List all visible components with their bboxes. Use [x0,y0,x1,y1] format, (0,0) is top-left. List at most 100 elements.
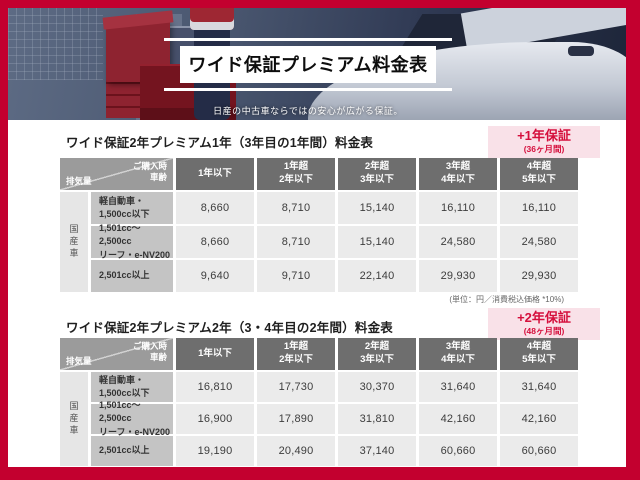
row-label-large: 2,501cc以上 [91,436,173,466]
garage-photo: ワイド保証プレミアム料金表 日産の中古車ならではの安心が広がる保証。 [8,8,626,120]
row-label-line: 2,501cc以上 [99,445,150,456]
price-cell: 16,110 [500,192,578,224]
col-header-2to3yr: 2年超 3年以下 [338,158,416,190]
price-cell: 8,660 [176,226,254,258]
col-header-1to2yr: 1年超 2年以下 [257,338,335,370]
col-header-line: 3年以下 [360,354,394,365]
price-cell: 24,580 [500,226,578,258]
corner-displacement-label: 排気量 [66,356,92,366]
col-header-line: 4年超 [526,341,552,353]
price-cell: 8,660 [176,192,254,224]
col-header-line: 1年以下 [198,347,232,359]
price-cell: 30,370 [338,372,416,402]
col-header-line: 4年以下 [441,354,475,365]
page-title: ワイド保証プレミアム料金表 [188,55,428,75]
row-label-kei: 軽自動車・ 1,500cc以下 [91,192,173,224]
price-cell: 15,140 [338,226,416,258]
price-cell: 42,160 [419,404,497,434]
col-header-3to4yr: 3年超 4年以下 [419,158,497,190]
price-table-1: ご購入時 車齢 排気量 1年以下 1年超 2年以下 2年超 3年以下 3年超 4… [60,158,578,292]
corner-purchase-line2: 車齢 [149,172,167,183]
plus-2year-warranty-badge: +2年保証 (48ヶ月間) [488,308,600,340]
badge-sub-text: (48ヶ月間) [523,326,565,337]
price-cell: 9,710 [257,260,335,292]
price-table-2: ご購入時 車齢 排気量 1年以下 1年超 2年以下 2年超 3年以下 3年超 4… [60,338,578,466]
row-label-large: 2,501cc以上 [91,260,173,292]
price-cell: 19,190 [176,436,254,466]
price-cell: 15,140 [338,192,416,224]
content-area: ワイド保証プレミアム料金表 日産の中古車ならではの安心が広がる保証。 ワイド保証… [8,8,626,467]
price-cell: 24,580 [419,226,497,258]
table2-corner-cell: ご購入時 車齢 排気量 [60,338,173,370]
row-label-line: 2,501cc以上 [99,270,150,281]
price-cell: 16,810 [176,372,254,402]
col-header-line: 3年超 [445,341,471,353]
mechanic-jacket-shape [190,8,234,30]
price-cell: 31,640 [419,372,497,402]
row-label-line: リーフ・e-NV200 [99,426,170,437]
row-label-mid: 1,501cc〜2,500cc リーフ・e-NV200 [91,223,173,260]
table1-corner-cell: ご購入時 車齢 排気量 [60,158,173,190]
price-cell: 8,710 [257,226,335,258]
col-header-line: 3年以下 [360,174,394,185]
banner-subtitle: 日産の中古車ならではの安心が広がる保証。 [213,106,403,116]
table1-title: ワイド保証2年プレミアム1年（3年目の1年間）料金表 [66,136,374,150]
col-header-line: 4年以下 [441,174,475,185]
row-label-kei: 軽自動車・ 1,500cc以下 [91,372,173,402]
price-cell: 29,930 [500,260,578,292]
price-cell: 20,490 [257,436,335,466]
price-cell: 17,890 [257,404,335,434]
plus-1year-warranty-badge: +1年保証 (36ヶ月間) [488,126,600,158]
corner-purchase-line1: ご購入時 [132,161,167,171]
domestic-car-group-label: 国産車 [60,372,88,466]
price-cell: 31,810 [338,404,416,434]
col-header-under1yr: 1年以下 [176,338,254,370]
badge-main-text: +1年保証 [517,127,571,143]
price-cell: 17,730 [257,372,335,402]
row-label-line: 1,500cc以下 [99,209,150,219]
col-header-line: 3年超 [445,161,471,173]
price-cell: 16,900 [176,404,254,434]
col-header-line: 2年以下 [279,174,313,185]
price-cell: 8,710 [257,192,335,224]
col-header-under1yr: 1年以下 [176,158,254,190]
row-label-line: 1,501cc〜2,500cc [99,400,141,424]
corner-displacement-label: 排気量 [66,176,92,186]
banner-top-line [164,38,452,41]
price-cell: 9,640 [176,260,254,292]
col-header-line: 1年超 [283,161,309,173]
col-header-line: 4年超 [526,161,552,173]
col-header-line: 2年超 [364,341,390,353]
price-cell: 29,930 [419,260,497,292]
badge-main-text: +2年保証 [517,309,571,325]
price-cell: 16,110 [419,192,497,224]
badge-sub-text: (36ヶ月間) [523,144,565,155]
group-label-text: 国産車 [68,224,79,260]
corner-purchase-line1: ご購入時 [132,341,167,351]
price-cell: 31,640 [500,372,578,402]
col-header-line: 1年以下 [198,167,232,179]
garage-wall-mesh [8,8,103,80]
row-label-mid: 1,501cc〜2,500cc リーフ・e-NV200 [91,400,173,437]
col-header-line: 5年以下 [522,174,556,185]
price-cell: 22,140 [338,260,416,292]
price-cell: 42,160 [500,404,578,434]
col-header-line: 5年以下 [522,354,556,365]
price-cell: 60,660 [500,436,578,466]
price-cell: 60,660 [419,436,497,466]
col-header-line: 1年超 [283,341,309,353]
col-header-1to2yr: 1年超 2年以下 [257,158,335,190]
row-label-line: 1,501cc〜2,500cc [99,223,141,247]
col-header-4to5yr: 4年超 5年以下 [500,158,578,190]
col-header-2to3yr: 2年超 3年以下 [338,338,416,370]
corner-purchase-line2: 車齢 [149,352,167,363]
group-label-text: 国産車 [68,401,79,437]
car-mirror-shape [568,46,594,56]
col-header-3to4yr: 3年超 4年以下 [419,338,497,370]
row-label-line: 軽自動車・ [99,195,145,206]
domestic-car-group-label: 国産車 [60,192,88,292]
banner-bottom-line [164,88,452,91]
price-cell: 37,140 [338,436,416,466]
row-label-line: リーフ・e-NV200 [99,249,170,260]
